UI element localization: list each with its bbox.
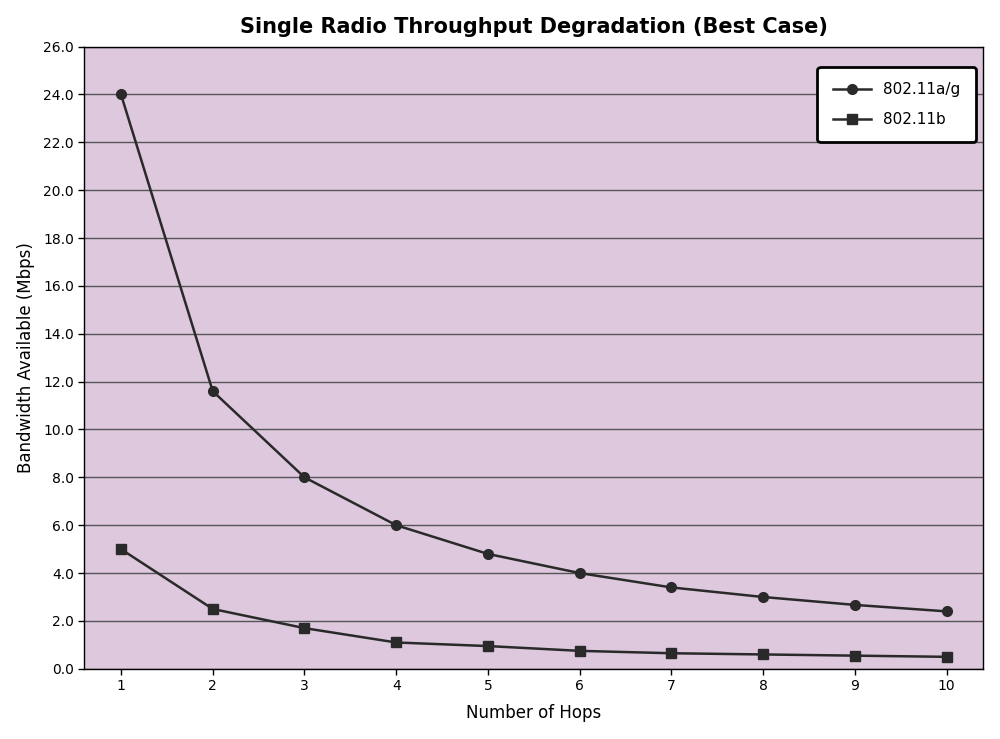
802.11b	[207, 605, 219, 613]
802.11b	[941, 653, 953, 661]
Line: 802.11b: 802.11b	[116, 545, 951, 661]
802.11a/g	[665, 583, 677, 592]
802.11b	[849, 651, 861, 660]
802.11a/g	[941, 607, 953, 616]
802.11b	[574, 647, 586, 655]
802.11b	[115, 545, 127, 554]
X-axis label: Number of Hops: Number of Hops	[466, 704, 601, 722]
802.11a/g	[298, 473, 310, 482]
Title: Single Radio Throughput Degradation (Best Case): Single Radio Throughput Degradation (Bes…	[240, 17, 828, 37]
802.11a/g	[115, 90, 127, 99]
802.11b	[390, 638, 402, 647]
802.11a/g	[757, 593, 769, 602]
Legend: 802.11a/g, 802.11b: 802.11a/g, 802.11b	[817, 67, 976, 143]
802.11a/g	[207, 386, 219, 395]
Y-axis label: Bandwidth Available (Mbps): Bandwidth Available (Mbps)	[17, 242, 35, 473]
802.11a/g	[574, 568, 586, 577]
802.11b	[482, 641, 494, 650]
802.11b	[757, 650, 769, 659]
802.11b	[298, 624, 310, 633]
802.11a/g	[482, 550, 494, 559]
802.11a/g	[849, 601, 861, 610]
802.11a/g	[390, 521, 402, 530]
802.11b	[665, 649, 677, 658]
Line: 802.11a/g: 802.11a/g	[116, 89, 951, 616]
